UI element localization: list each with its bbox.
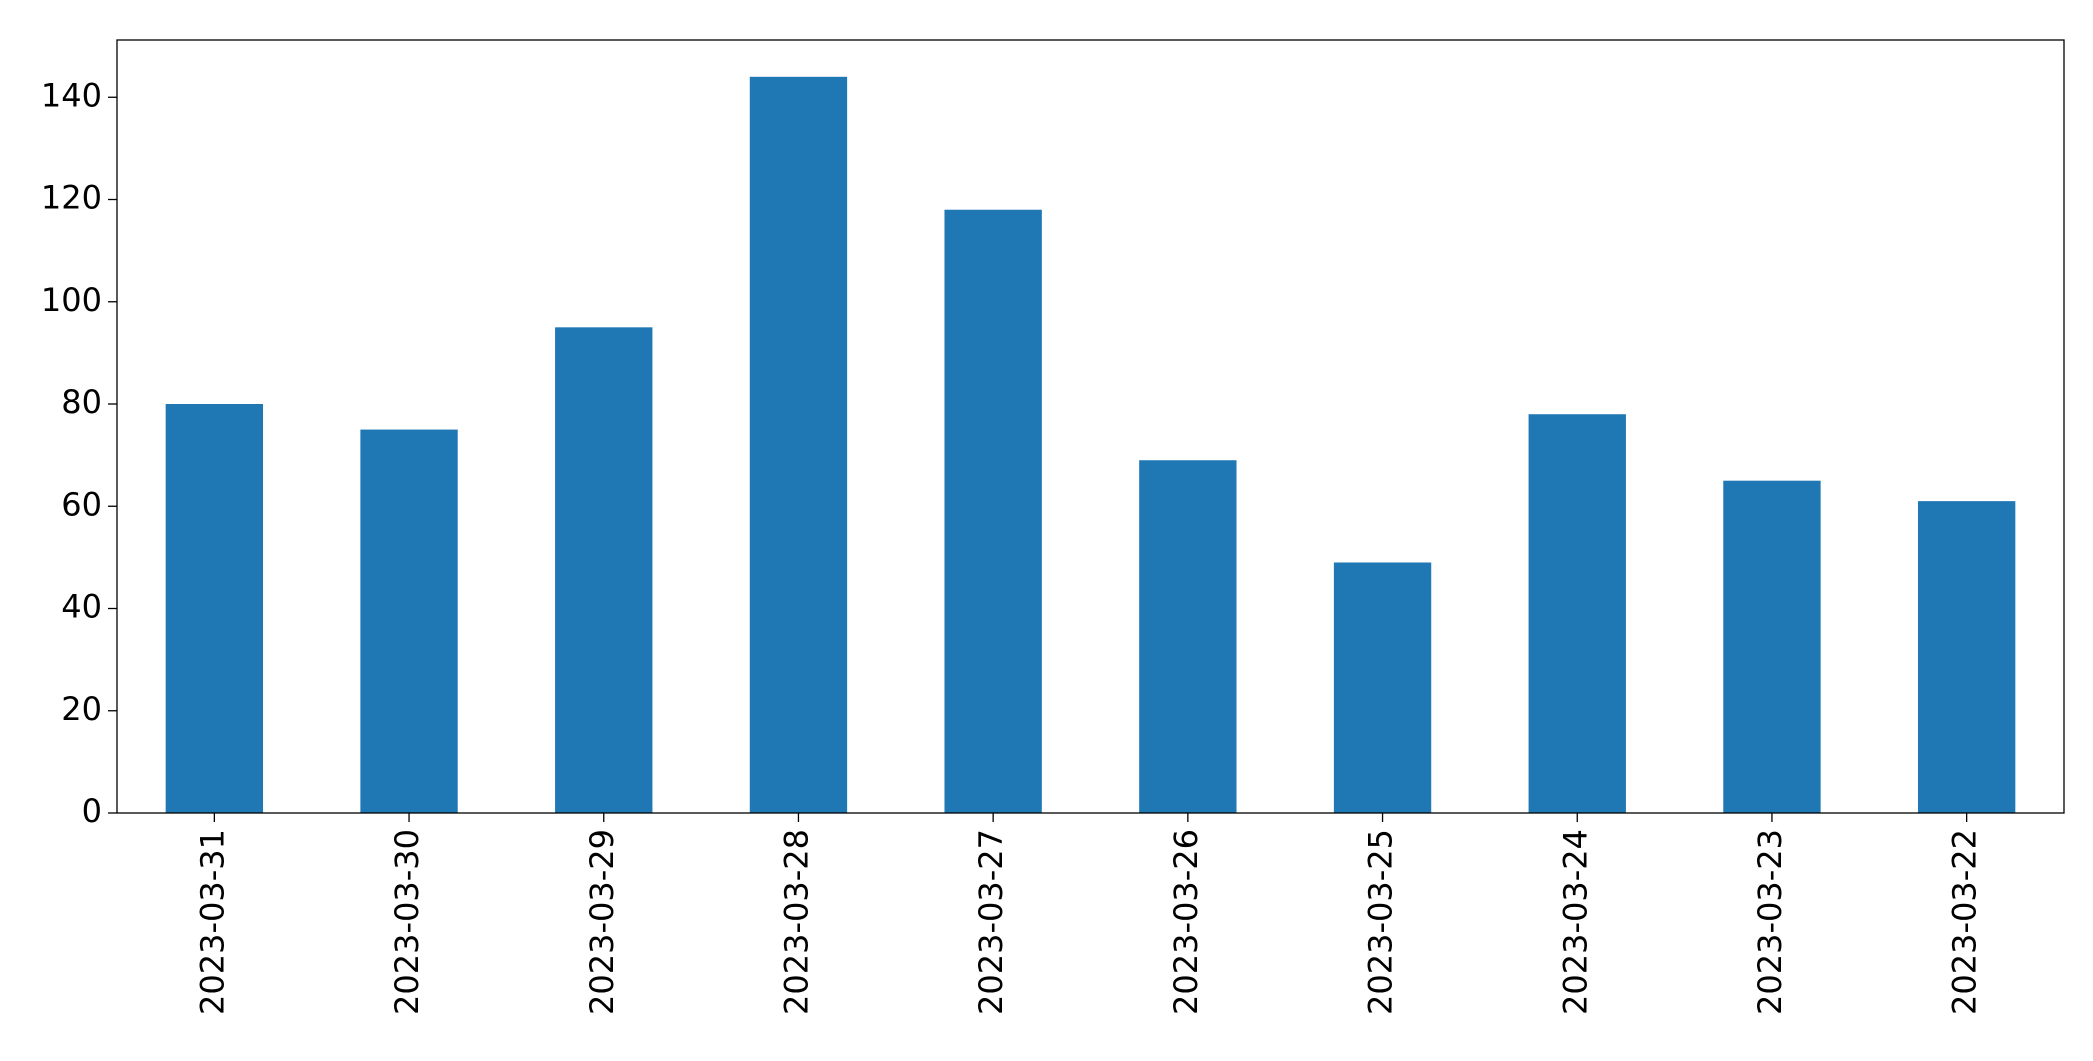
y-tick-label: 140 — [41, 76, 102, 114]
bar — [944, 209, 1042, 814]
bar — [1723, 480, 1821, 813]
y-tick-label: 100 — [41, 281, 102, 319]
y-tick-label: 80 — [61, 383, 102, 421]
bar — [555, 327, 653, 813]
plot-frame — [116, 39, 2065, 814]
x-tick-label: 2023-03-27 — [972, 829, 1010, 1015]
x-tick-label: 2023-03-25 — [1362, 829, 1400, 1015]
x-tick-label: 2023-03-24 — [1556, 829, 1594, 1015]
bar — [360, 429, 458, 813]
bar — [1917, 501, 2016, 813]
bar — [165, 404, 264, 813]
y-tick-label: 60 — [61, 485, 102, 523]
x-tick-label: 2023-03-23 — [1751, 829, 1789, 1015]
y-tick-label: 0 — [82, 792, 102, 830]
x-tick-label: 2023-03-28 — [777, 829, 815, 1015]
y-tick-label: 120 — [41, 179, 102, 217]
x-tick-label: 2023-03-31 — [193, 829, 231, 1015]
x-tick-label: 2023-03-29 — [583, 829, 621, 1015]
y-tick-label: 40 — [61, 588, 102, 626]
bar — [1333, 562, 1432, 813]
bar — [1528, 414, 1626, 813]
x-tick-label: 2023-03-30 — [388, 829, 426, 1015]
bar — [1139, 460, 1237, 813]
x-tick-label: 2023-03-22 — [1946, 829, 1984, 1015]
bar — [749, 76, 848, 814]
y-tick-label: 20 — [61, 690, 102, 728]
x-tick-label: 2023-03-26 — [1167, 829, 1205, 1015]
